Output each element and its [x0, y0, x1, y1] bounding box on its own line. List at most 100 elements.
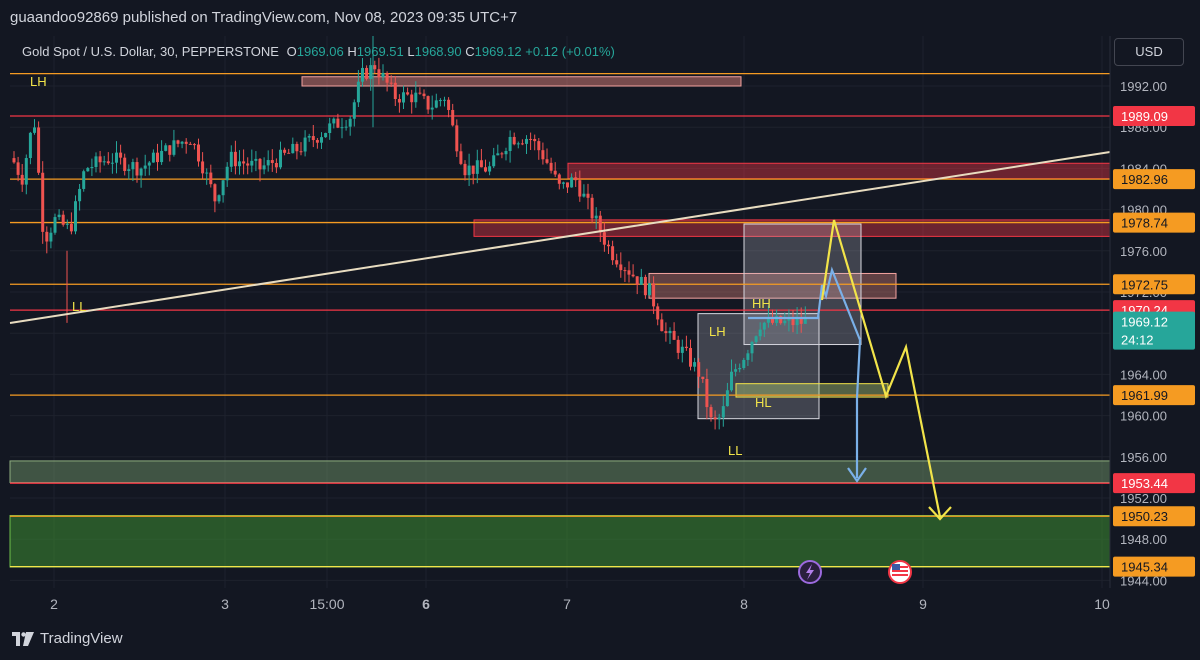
price-marker-label: 1972.75: [1121, 277, 1168, 292]
candle-body: [303, 137, 307, 152]
candle-body: [221, 180, 225, 196]
annotations: LH LL HH LH HL LL: [30, 74, 772, 458]
candle-body: [529, 138, 533, 140]
annotation-hl: HL: [755, 395, 772, 410]
candle-body: [356, 81, 360, 103]
price-tick-label: 1944.00: [1120, 573, 1167, 588]
time-axis-bg: [0, 588, 1110, 626]
candle-body: [553, 170, 557, 175]
candle-body: [381, 72, 385, 78]
candle-body: [45, 231, 49, 242]
candle-body: [512, 136, 516, 145]
annotation-lh-right: LH: [709, 324, 726, 339]
candle-body: [254, 158, 258, 161]
price-marker-label: 1953.44: [1121, 476, 1168, 491]
candle-body: [689, 348, 692, 367]
candle-body: [283, 149, 287, 153]
candle-body: [598, 215, 602, 233]
candle-body: [791, 318, 795, 326]
us-flag-event-icon[interactable]: [888, 560, 912, 584]
candle-body: [151, 152, 155, 163]
grid: [10, 36, 1110, 588]
supply-zone-top: [301, 76, 742, 87]
candle-body: [471, 165, 475, 174]
candle-body: [594, 215, 598, 219]
price-marker-bg: [1113, 385, 1195, 406]
candle-body: [213, 184, 217, 202]
candlestick-chart[interactable]: LH LL HH LH HL LL 1992.001988.001984.001…: [0, 36, 1200, 626]
candle-body: [664, 331, 668, 334]
currency-button[interactable]: USD: [1114, 38, 1184, 66]
candle-body: [475, 160, 479, 174]
candle-body: [57, 214, 61, 218]
candle-body: [16, 162, 20, 175]
price-marker-label: 1961.99: [1121, 388, 1168, 403]
candle-body: [336, 118, 340, 128]
candle-body: [783, 320, 787, 324]
candle-body: [192, 144, 196, 146]
price-levels: [10, 72, 1110, 568]
candle-body: [389, 82, 393, 84]
candle-body: [406, 92, 410, 95]
candle-body: [586, 193, 590, 198]
candle-body: [201, 161, 205, 174]
candle-body: [320, 137, 323, 143]
event-icons[interactable]: [798, 560, 912, 584]
candle-body: [110, 162, 114, 164]
candle-body: [385, 72, 389, 83]
candle-body: [701, 376, 705, 380]
candle-body: [147, 162, 151, 166]
chart-area[interactable]: LH LL HH LH HL LL 1992.00 1988.00 1984.00 1…: [0, 36, 1200, 626]
candle-body: [352, 102, 356, 119]
time-axis[interactable]: 2 3 15:00 6 7 8 9 10: [0, 588, 1110, 626]
candle-body: [434, 100, 438, 108]
candle-body: [607, 244, 610, 247]
candle-body: [65, 223, 69, 225]
candle-body: [717, 417, 721, 420]
candle-body: [713, 417, 717, 420]
candle-body: [377, 69, 381, 78]
candle-body: [119, 152, 123, 158]
price-tick-label: 1948.00: [1120, 532, 1167, 547]
candle-body: [463, 163, 467, 176]
candle-body: [41, 172, 45, 232]
candle-body: [164, 145, 168, 151]
candle-body: [258, 158, 262, 170]
candle-body: [443, 99, 446, 101]
candle-body: [102, 161, 106, 163]
price-tick-label: 1964.00: [1120, 367, 1167, 382]
candle-body: [307, 136, 311, 138]
candle-body: [53, 217, 57, 233]
candle-body: [82, 171, 86, 189]
structure-box-lower: [697, 313, 820, 420]
candle-body: [795, 318, 799, 326]
tradingview-brand[interactable]: TradingView: [12, 630, 123, 647]
candle-body: [648, 283, 651, 296]
close-label: C1969.12: [465, 44, 522, 59]
candle-body: [209, 172, 213, 185]
candle-body: [115, 152, 118, 163]
candle-body: [291, 143, 295, 154]
change-value: +0.12 (+0.01%): [525, 44, 615, 59]
candle-body: [225, 166, 229, 181]
candle-body: [49, 232, 53, 242]
candle-body: [623, 270, 627, 272]
candle-body: [508, 136, 512, 151]
price-marker-label: 1969.12: [1121, 315, 1168, 330]
open-value: 1969.06: [296, 44, 344, 59]
price-marker-bg: [1113, 105, 1195, 126]
candle-body: [516, 143, 520, 145]
candle-body: [397, 99, 401, 103]
candle-body: [725, 390, 729, 407]
high-label: H1969.51: [347, 44, 404, 59]
candle-body: [578, 180, 582, 197]
lightning-event-icon[interactable]: [798, 560, 822, 584]
candle-body: [766, 317, 770, 323]
candle-body: [348, 118, 352, 127]
trendline: [9, 151, 1111, 324]
price-marker-label: 1982.96: [1121, 172, 1168, 187]
candle-body: [672, 330, 676, 340]
candle-body: [639, 276, 643, 285]
price-marker-bg: [1113, 556, 1195, 577]
price-marker-countdown: 24:12: [1121, 333, 1154, 348]
